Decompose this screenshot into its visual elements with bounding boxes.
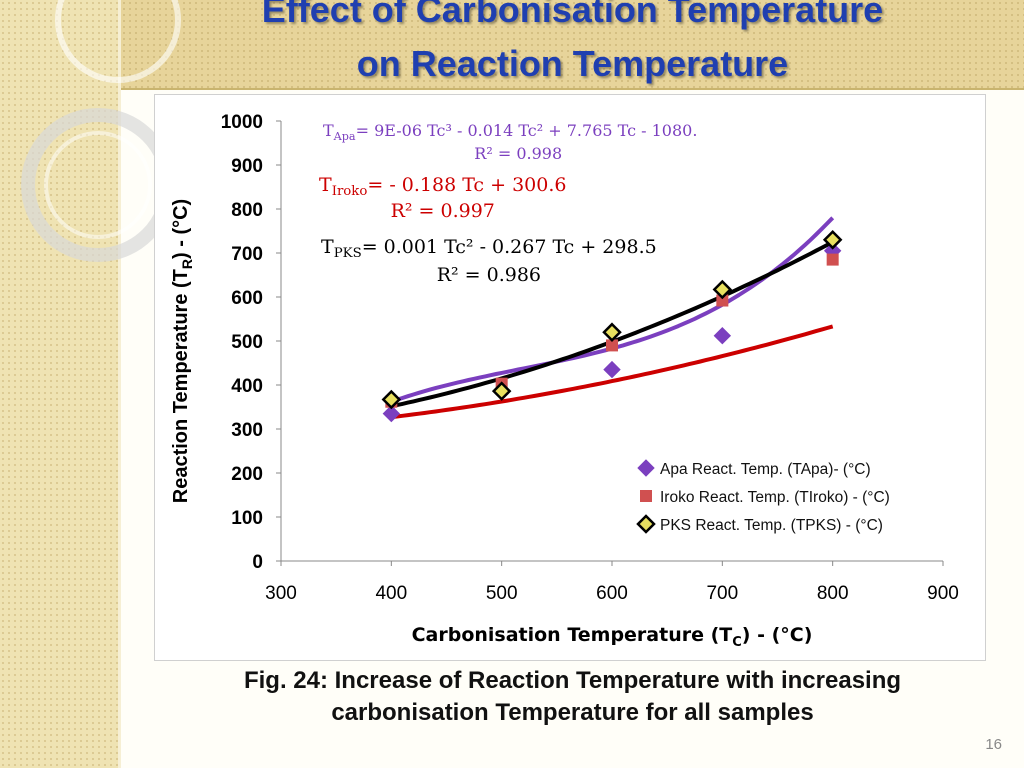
legend-label-pks: PKS React. Temp. (TPKS) - (°C) bbox=[660, 517, 883, 534]
title-underline bbox=[121, 88, 1024, 90]
r-squared-iroko: R² = 0.997 bbox=[391, 200, 495, 222]
point-apa bbox=[713, 327, 732, 345]
equation-iroko: TIroko= - 0.188 Tc + 300.6 bbox=[319, 174, 566, 199]
y-tick-label: 800 bbox=[231, 200, 263, 221]
y-tick-label: 1000 bbox=[221, 112, 263, 133]
title-band bbox=[121, 0, 1024, 88]
x-tick-label: 800 bbox=[817, 583, 849, 604]
left-divider bbox=[118, 0, 121, 768]
legend-label-apa: Apa React. Temp. (TApa)- (°C) bbox=[660, 461, 871, 478]
slide-title-line1: Effect of Carbonisation Temperature bbox=[261, 0, 884, 30]
x-tick-label: 700 bbox=[706, 583, 738, 604]
y-tick-label: 0 bbox=[252, 552, 263, 573]
point-iroko bbox=[826, 253, 839, 266]
point-pks bbox=[822, 230, 843, 250]
equation-apa: TApa= 9E-06 Tc³ - 0.014 Tc² + 7.765 Tc -… bbox=[323, 121, 697, 143]
x-tick-label: 300 bbox=[265, 583, 297, 604]
point-pks bbox=[381, 389, 402, 410]
point-apa bbox=[603, 360, 621, 379]
caption-line2: carbonisation Temperature for all sample… bbox=[331, 699, 814, 726]
y-tick-label: 400 bbox=[231, 376, 263, 397]
y-tick-label: 300 bbox=[231, 420, 263, 441]
x-axis-title: Carbonisation Temperature (TC) - (°C) bbox=[412, 624, 813, 650]
legend-label-iroko: Iroko React. Temp. (TIroko) - (°C) bbox=[660, 489, 890, 506]
y-tick-label: 600 bbox=[231, 288, 263, 309]
point-iroko bbox=[716, 294, 729, 307]
x-tick-label: 600 bbox=[596, 583, 628, 604]
point-pks bbox=[491, 381, 512, 401]
x-tick-label: 400 bbox=[375, 583, 407, 604]
point-iroko bbox=[606, 339, 618, 352]
y-axis-title: Reaction Temperature (TR) - (°C) bbox=[170, 199, 195, 503]
point-pks bbox=[602, 322, 622, 342]
legend-marker-iroko bbox=[640, 490, 652, 502]
legend-marker-apa bbox=[637, 459, 655, 477]
y-tick-label: 500 bbox=[231, 332, 263, 353]
point-pks bbox=[712, 279, 733, 300]
y-tick-label: 900 bbox=[231, 156, 263, 177]
chart-area: 0 100 200 300 400 500 600 700 800 900 1000 300 400 50… bbox=[154, 94, 986, 661]
slide-number: 16 bbox=[985, 736, 1002, 753]
slide-title: Effect of Carbonisation Temperature on R… bbox=[121, 0, 1024, 88]
slide-title-line2: on Reaction Temperature bbox=[356, 43, 789, 84]
y-tick-label: 100 bbox=[231, 508, 263, 529]
x-tick-label: 500 bbox=[486, 583, 518, 604]
x-tick-label: 900 bbox=[927, 583, 959, 604]
legend-marker-pks bbox=[636, 514, 656, 534]
point-apa bbox=[382, 404, 401, 423]
trendline-iroko bbox=[391, 324, 834, 420]
caption-line1: Fig. 24: Increase of Reaction Temperatur… bbox=[243, 667, 902, 694]
y-tick-label: 200 bbox=[231, 464, 263, 485]
r-squared-pks: R² = 0.986 bbox=[437, 264, 541, 286]
equation-pks: TPKS= 0.001 Tc² - 0.267 Tc + 298.5 bbox=[321, 236, 657, 261]
figure-caption: Fig. 24: Increase of Reaction Temperatur… bbox=[121, 665, 1024, 729]
scatter-chart: 0 100 200 300 400 500 600 700 800 900 1000 300 400 50… bbox=[170, 112, 959, 650]
r-squared-apa: R² = 0.998 bbox=[474, 144, 562, 163]
y-tick-label: 700 bbox=[231, 244, 263, 265]
